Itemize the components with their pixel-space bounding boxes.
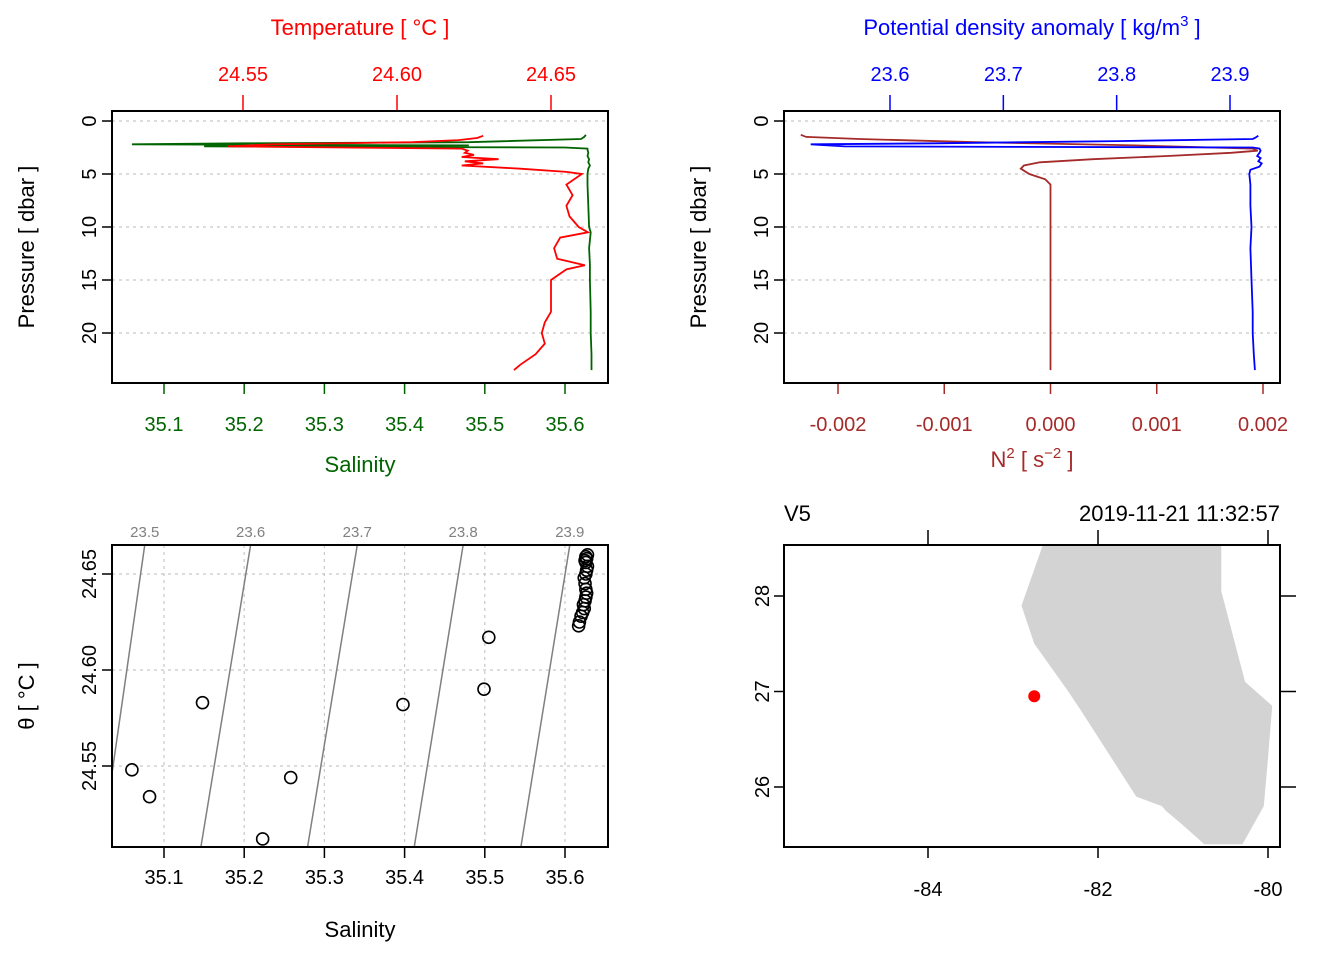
- y-tick-label: 5: [751, 168, 773, 179]
- salinity-tick-label: 35.3: [305, 414, 344, 436]
- isopycnal-label: 23.5: [130, 524, 159, 541]
- n2-title-main: N: [991, 447, 1007, 472]
- x-tick-label: -80: [1254, 879, 1283, 901]
- isopycnal-line: [520, 544, 571, 848]
- temperature-tick-label: 24.60: [372, 64, 422, 86]
- density-profile-line: [810, 135, 1263, 371]
- isopycnal-line: [200, 544, 252, 848]
- density-title-main: Potential density anomaly [ kg/m: [863, 15, 1180, 40]
- temperature-axis-title: Temperature [ °C ]: [271, 15, 450, 40]
- y-tick-label: 0: [79, 115, 101, 126]
- density-tick-label: 23.8: [1097, 64, 1136, 86]
- n2-tick-label: -0.001: [916, 414, 973, 436]
- salinity-tick-label: 35.1: [145, 414, 184, 436]
- ts-point: [578, 576, 592, 591]
- n2-title-end: ]: [1061, 447, 1073, 472]
- isopycnal-label: 23.6: [236, 524, 265, 541]
- station-point: [1028, 690, 1041, 703]
- temperature-tick-label: 24.65: [526, 64, 576, 86]
- temperature-profile-line: [227, 134, 591, 371]
- salinity-axis-title: Salinity: [325, 917, 396, 942]
- y-tick-label: 26: [752, 776, 774, 798]
- station-name: V5: [784, 501, 811, 526]
- y-tick-label: 15: [751, 269, 773, 291]
- y-tick-label: 10: [751, 216, 773, 238]
- ts-point: [195, 695, 210, 710]
- n2-title-rest: [ s: [1015, 447, 1044, 472]
- density-title-end: ]: [1188, 15, 1200, 40]
- isopycnal-line: [413, 544, 464, 848]
- density-tick-label: 23.7: [984, 64, 1023, 86]
- ts-point: [142, 789, 157, 804]
- x-tick-label: 35.5: [465, 867, 504, 889]
- plot-frame: [111, 110, 609, 384]
- salinity-tick-label: 35.5: [465, 414, 504, 436]
- n2-profile-line: [800, 133, 1259, 371]
- ts-point: [572, 615, 587, 629]
- y-tick-label: 20: [79, 322, 101, 344]
- y-tick-label: 10: [79, 216, 101, 238]
- n2-title-sup2: −2: [1044, 445, 1061, 462]
- ts-point: [482, 630, 496, 645]
- n2-tick-label: -0.002: [810, 414, 867, 436]
- y-tick-label: 0: [751, 115, 773, 126]
- ts-point: [283, 770, 298, 785]
- y-tick-label: 5: [79, 168, 101, 179]
- y-tick-label: 20: [751, 322, 773, 344]
- panel-density-n2-profile: Potential density anomaly [ kg/m3 ] Pres…: [686, 13, 1288, 472]
- y-tick-label: 28: [752, 585, 774, 607]
- salinity-tick-label: 35.4: [385, 414, 424, 436]
- density-title-sup: 3: [1180, 13, 1188, 30]
- panel-station-map: V5 2019-11-21 11:32:57 -84 -82 -80 26 27 28: [752, 501, 1296, 901]
- n2-tick-label: 0.000: [1025, 414, 1075, 436]
- ts-point: [396, 697, 410, 712]
- x-tick-label: 35.1: [145, 867, 184, 889]
- isopycnal-line: [111, 544, 146, 774]
- y-tick-label: 15: [79, 269, 101, 291]
- density-tick-label: 23.9: [1211, 64, 1250, 86]
- plot-frame: [111, 544, 609, 848]
- y-tick-label: 24.55: [79, 741, 101, 791]
- x-tick-label: 35.4: [385, 867, 424, 889]
- plot-frame: [783, 544, 1281, 848]
- temperature-tick-label: 24.55: [218, 64, 268, 86]
- plot-frame: [783, 110, 1281, 384]
- pressure-axis-title: Pressure [ dbar ]: [686, 166, 711, 329]
- ts-point: [477, 682, 491, 697]
- salinity-tick-label: 35.2: [225, 414, 264, 436]
- density-axis-title: Potential density anomaly [ kg/m3 ]: [863, 13, 1200, 40]
- ts-point: [580, 547, 595, 562]
- y-tick-label: 24.60: [79, 645, 101, 695]
- y-tick-label: 24.65: [79, 549, 101, 599]
- land-polygon: [1021, 545, 1273, 845]
- density-tick-label: 23.6: [871, 64, 910, 86]
- ts-point: [125, 763, 139, 777]
- salinity-axis-title: Salinity: [325, 452, 396, 477]
- isopycnal-label: 23.7: [343, 524, 372, 541]
- n2-title-sup: 2: [1006, 445, 1014, 462]
- station-time: 2019-11-21 11:32:57: [1079, 501, 1280, 526]
- isopycnal-label: 23.8: [449, 524, 478, 541]
- ts-point: [255, 832, 270, 846]
- theta-axis-title: θ [ °C ]: [14, 662, 39, 729]
- n2-tick-label: 0.001: [1132, 414, 1182, 436]
- x-tick-label: -84: [914, 879, 943, 901]
- x-tick-label: 35.6: [546, 867, 585, 889]
- x-tick-label: 35.3: [305, 867, 344, 889]
- y-tick-label: 27: [752, 680, 774, 702]
- ts-point: [579, 549, 593, 564]
- pressure-axis-title: Pressure [ dbar ]: [14, 166, 39, 329]
- panel-ts-diagram: θ [ °C ] Salinity 23.5 23.6 23.7 23.8 23.9 3…: [14, 524, 609, 942]
- salinity-tick-label: 35.6: [546, 414, 585, 436]
- panel-salinity-temperature-profile: Temperature [ °C ] Pressure [ dbar ] Sal…: [14, 15, 609, 477]
- x-tick-label: 35.2: [225, 867, 264, 889]
- x-tick-label: -82: [1084, 879, 1113, 901]
- isopycnal-label: 23.9: [555, 524, 584, 541]
- isopycnal-line: [306, 544, 359, 848]
- n2-axis-title: N2 [ s−2 ]: [991, 445, 1074, 472]
- n2-tick-label: 0.002: [1238, 414, 1288, 436]
- salinity-profile-line: [131, 134, 593, 371]
